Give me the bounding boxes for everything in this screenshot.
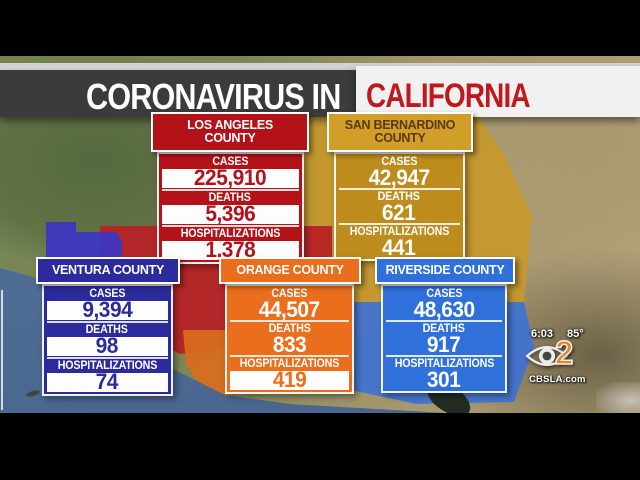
stat-group-hospitalizations: HOSPITALIZATIONS 419 xyxy=(230,355,349,390)
stat-label: DEATHS xyxy=(208,192,252,204)
county-stats-box: CASES 44,507 DEATHS 833 HOSPITALIZATIONS… xyxy=(225,284,354,394)
stat-group-deaths: DEATHS 621 xyxy=(338,188,460,225)
county-card-san-bernardino: SAN BERNARDINO COUNTY CASES 42,947 DEATH… xyxy=(327,112,473,261)
stat-group-cases: CASES 225,910 xyxy=(161,155,299,188)
county-name: ORANGE COUNTY xyxy=(236,263,344,277)
county-name: RIVERSIDE COUNTY xyxy=(385,263,505,277)
county-name: SAN BERNARDINO COUNTY xyxy=(344,118,456,145)
stat-group-cases: CASES 42,947 xyxy=(339,155,460,188)
stat-group-cases: CASES 44,507 xyxy=(230,287,349,320)
stat-value: 98 xyxy=(46,334,168,356)
channel-number: 2 xyxy=(554,334,574,371)
county-stats-box: CASES 48,630 DEATHS 917 HOSPITALIZATIONS… xyxy=(381,284,507,393)
stat-label: HOSPITALIZATIONS xyxy=(180,228,280,240)
station-bug: 6:03 85° 2 CBSLA.com xyxy=(525,328,615,394)
county-header: SAN BERNARDINO COUNTY xyxy=(327,112,473,152)
county-header: RIVERSIDE COUNTY xyxy=(375,257,515,284)
stat-value: 301 xyxy=(427,366,461,392)
stat-label: CASES xyxy=(426,288,462,300)
stat-label: CASES xyxy=(212,156,248,168)
stat-label: DEATHS xyxy=(377,191,421,203)
banner-top-strip xyxy=(0,63,640,71)
clock-time: 6:03 xyxy=(531,328,554,340)
urban-area xyxy=(596,382,640,413)
stat-group-hospitalizations: HOSPITALIZATIONS 1,378 xyxy=(161,225,299,260)
county-name: LOS ANGELES COUNTY xyxy=(187,118,273,145)
banner-title: CORONAVIRUS IN xyxy=(86,76,341,117)
stat-value: 74 xyxy=(46,370,168,392)
stat-value: 833 xyxy=(272,331,307,357)
banner-highlight: CALIFORNIA xyxy=(366,77,531,115)
cbs-eye-icon xyxy=(525,346,569,366)
stat-label: DEATHS xyxy=(422,323,466,335)
stat-group-deaths: DEATHS 833 xyxy=(230,320,349,355)
stat-label: DEATHS xyxy=(85,324,129,336)
stat-value: 621 xyxy=(382,199,416,225)
stat-label: HOSPITALIZATIONS xyxy=(349,226,449,238)
county-card-riverside: RIVERSIDE COUNTY CASES 48,630 DEATHS 917… xyxy=(375,257,515,393)
county-name: VENTURA COUNTY xyxy=(51,263,164,277)
stat-group-deaths: DEATHS 98 xyxy=(46,321,168,356)
stat-value: 42,947 xyxy=(368,164,430,190)
county-card-los-angeles: LOS ANGELES COUNTY CASES 225,910 DEATHS … xyxy=(150,112,310,264)
stat-label: CASES xyxy=(89,288,125,300)
station-website: CBSLA.com xyxy=(529,374,586,385)
banner-white-box xyxy=(356,66,640,117)
county-header: VENTURA COUNTY xyxy=(36,257,180,284)
stat-label: CASES xyxy=(381,156,417,168)
map-edge-line xyxy=(1,290,3,410)
stat-value: 917 xyxy=(427,331,461,357)
letterbox-top xyxy=(0,0,640,56)
stat-group-hospitalizations: HOSPITALIZATIONS 74 xyxy=(46,357,168,392)
stat-group-deaths: DEATHS 917 xyxy=(386,320,502,355)
banner-dark-bar xyxy=(0,70,362,117)
stat-value: 48,630 xyxy=(413,296,475,322)
county-card-ventura: VENTURA COUNTY CASES 9,394 DEATHS 98 HOS… xyxy=(36,257,180,396)
stat-group-cases: CASES 48,630 xyxy=(386,287,502,320)
county-stats-box: CASES 42,947 DEATHS 621 HOSPITALIZATIONS… xyxy=(333,152,465,261)
stat-group-hospitalizations: HOSPITALIZATIONS 441 xyxy=(338,223,460,260)
stat-group-deaths: DEATHS 5,396 xyxy=(161,189,299,224)
county-card-orange: ORANGE COUNTY CASES 44,507 DEATHS 833 HO… xyxy=(219,257,361,394)
stat-value: 1,378 xyxy=(161,238,299,260)
stat-label: HOSPITALIZATIONS xyxy=(239,358,340,370)
letterbox-bottom xyxy=(0,413,640,480)
county-header: ORANGE COUNTY xyxy=(219,257,361,284)
stat-value: 44,507 xyxy=(258,296,321,322)
county-stats-box: CASES 9,394 DEATHS 98 HOSPITALIZATIONS 7… xyxy=(41,284,173,396)
stat-value: 225,910 xyxy=(161,166,299,188)
stat-label: CASES xyxy=(271,288,308,300)
temperature: 85° xyxy=(567,328,584,340)
stat-label: HOSPITALIZATIONS xyxy=(57,360,157,372)
stat-value: 9,394 xyxy=(46,298,168,320)
stat-value: 419 xyxy=(230,368,349,390)
stat-label: DEATHS xyxy=(268,323,311,335)
time-temp-row: 6:03 85° xyxy=(531,328,615,340)
county-header: LOS ANGELES COUNTY xyxy=(151,112,309,152)
stat-value: 441 xyxy=(382,234,416,260)
county-stats-box: CASES 225,910 DEATHS 5,396 HOSPITALIZATI… xyxy=(156,152,304,264)
stat-group-hospitalizations: HOSPITALIZATIONS 301 xyxy=(386,355,502,390)
stat-label: HOSPITALIZATIONS xyxy=(394,358,494,370)
stat-value: 5,396 xyxy=(161,202,299,224)
stat-group-cases: CASES 9,394 xyxy=(46,287,168,320)
